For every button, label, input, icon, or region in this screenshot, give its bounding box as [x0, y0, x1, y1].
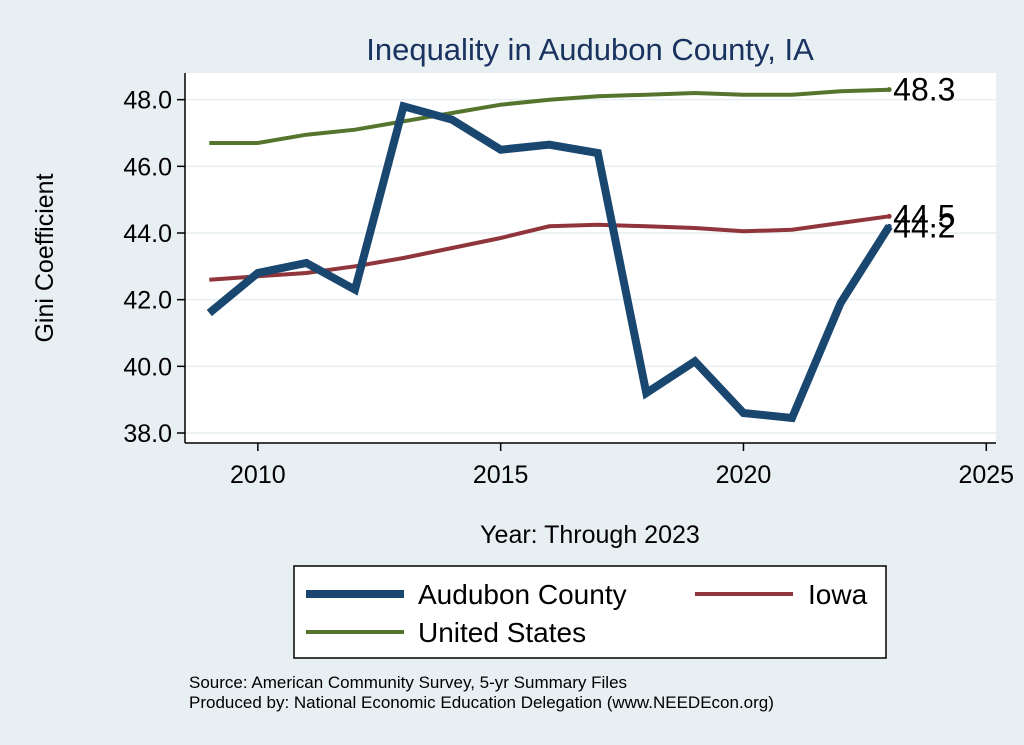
end-label-iowa: 44.5 [893, 198, 955, 234]
series-lines [206, 87, 893, 423]
gridlines [185, 98, 996, 434]
legend-label-iowa: Iowa [808, 579, 868, 610]
end-marker-united-states [886, 87, 892, 93]
x-axis-label: Year: Through 2023 [480, 521, 700, 549]
x-tick-label: 2020 [716, 461, 772, 489]
x-tick-label: 2015 [473, 461, 529, 489]
end-label-audubon-county: 44.2 [893, 208, 955, 244]
y-axis-label: Gini Coefficient [31, 173, 59, 342]
legend-box [293, 565, 887, 659]
end-label-united-states: 48.3 [893, 72, 955, 108]
series-line-audubon-county [206, 101, 893, 423]
chart-title: Inequality in Audubon County, IA [366, 32, 814, 67]
plot-area [185, 73, 996, 443]
y-tick-label: 42.0 [123, 287, 172, 315]
legend: Audubon County Iowa United States [293, 565, 887, 659]
note-produced: Produced by: National Economic Education… [189, 693, 774, 712]
x-tick-label: 2010 [230, 461, 286, 489]
y-tick-label: 40.0 [123, 353, 172, 381]
legend-label-audubon-county: Audubon County [418, 579, 627, 610]
legend-label-united-states: United States [418, 617, 586, 648]
y-tick-label: 38.0 [123, 420, 172, 448]
series-line-united-states [209, 87, 890, 145]
end-marker-iowa [886, 213, 892, 219]
y-tick-label: 44.0 [123, 220, 172, 248]
end-labels: 44.244.5 48.3 [886, 72, 955, 244]
y-tick-label: 46.0 [123, 153, 172, 181]
end-marker-audubon-county [886, 223, 892, 229]
axes: 38.0 40.0 42.0 44.0 46.0 48.0 2010 2015 2020 2025 [123, 73, 1014, 489]
note-source: Source: American Community Survey, 5-yr … [189, 673, 627, 692]
y-tick-label: 48.0 [123, 87, 172, 115]
x-tick-label: 2025 [958, 461, 1014, 489]
